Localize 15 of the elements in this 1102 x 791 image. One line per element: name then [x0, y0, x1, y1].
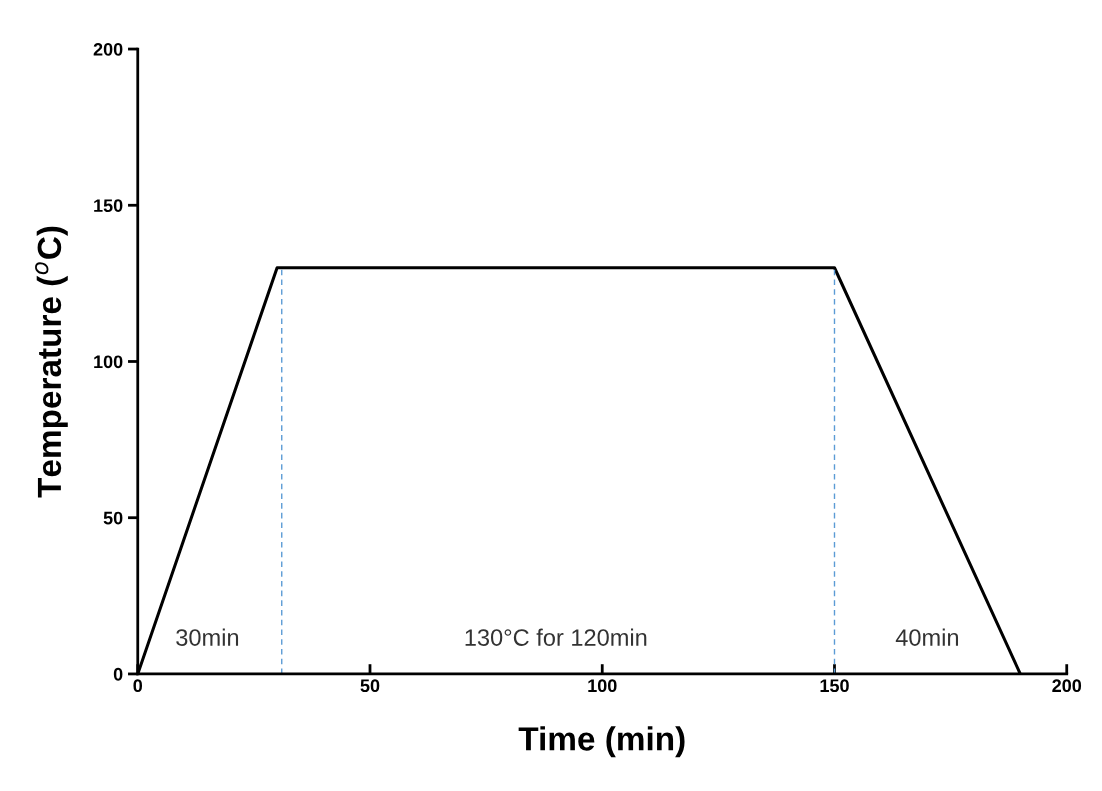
x-tick-label: 50 [360, 679, 380, 693]
y-tick-label: 0 [113, 667, 123, 681]
x-tick-label: 100 [588, 679, 617, 693]
x-tick-label: 0 [133, 679, 143, 693]
annotation: 130°C for 120min [465, 628, 647, 646]
x-tick-label: 150 [820, 679, 849, 693]
x-axis-title: Time (min) [518, 726, 685, 758]
annotation: 40min [895, 628, 959, 646]
y-tick-label: 50 [103, 511, 123, 525]
y-tick-label: 100 [94, 355, 123, 369]
y-tick-label: 150 [94, 199, 123, 212]
annotation: 30min [176, 628, 239, 646]
x-tick-label: 200 [1052, 679, 1082, 693]
y-axis-title: Temperature ($^{o}$C) [35, 226, 68, 498]
y-tick-label: 200 [93, 42, 123, 56]
